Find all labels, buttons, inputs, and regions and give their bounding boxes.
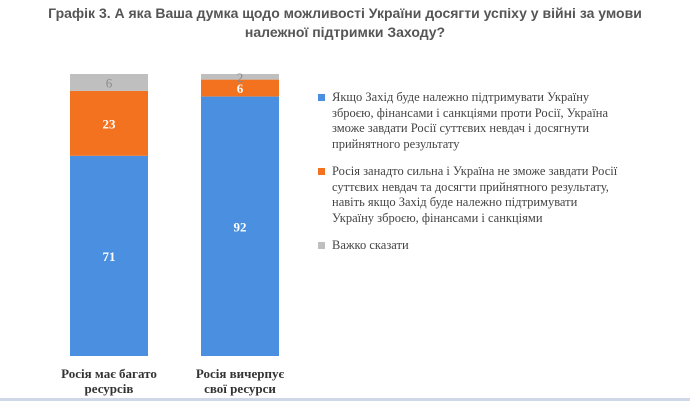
footer-divider bbox=[0, 398, 690, 401]
data-label-hard-to-say-2: 2 bbox=[237, 70, 244, 85]
data-label-win-with-support-2: 92 bbox=[234, 219, 247, 234]
chart-title: Графік 3. А яка Ваша думка щодо можливос… bbox=[0, 4, 690, 42]
legend-swatch-win-with-support bbox=[318, 94, 325, 101]
category-label-2-line-1: Росія вичерпує bbox=[196, 366, 285, 381]
category-label-1-line-2: ресурсів bbox=[85, 381, 134, 396]
bar-segment-russia-too-strong-1 bbox=[70, 90, 148, 156]
legend-swatch-hard-to-say bbox=[318, 242, 325, 249]
chart-title-line-2: належної підтримки Заходу? bbox=[244, 24, 446, 40]
legend-item-win-with-support: Якщо Захід буде належно підтримувати Укр… bbox=[318, 90, 618, 152]
bar-segment-hard-to-say-1 bbox=[70, 74, 148, 91]
chart-title-line-1: Графік 3. А яка Ваша думка щодо можливос… bbox=[48, 5, 642, 21]
data-label-russia-too-strong-1: 23 bbox=[103, 116, 117, 131]
legend-item-russia-too-strong: Росія занадто сильна і Україна не зможе … bbox=[318, 164, 618, 226]
category-label-2-line-2: свої ресурси bbox=[204, 381, 276, 396]
legend-swatch-russia-too-strong bbox=[318, 168, 325, 175]
category-label-1-line-1: Росія має багато bbox=[61, 366, 157, 381]
legend-item-hard-to-say: Важко сказати bbox=[318, 238, 618, 254]
bar-segment-win-with-support-1 bbox=[70, 155, 148, 356]
bar-segment-russia-too-strong-2 bbox=[201, 79, 279, 97]
data-label-russia-too-strong-2: 6 bbox=[237, 81, 244, 96]
bar-segment-win-with-support-2 bbox=[201, 96, 279, 356]
legend-label-hard-to-say: Важко сказати bbox=[332, 238, 409, 252]
bar-segment-hard-to-say-2 bbox=[201, 74, 279, 80]
data-label-win-with-support-1: 71 bbox=[103, 249, 116, 264]
legend-label-win-with-support: Якщо Захід буде належно підтримувати Укр… bbox=[332, 90, 609, 151]
legend: Якщо Захід буде належно підтримувати Укр… bbox=[318, 90, 618, 266]
legend-label-russia-too-strong: Росія занадто сильна і Україна не зможе … bbox=[332, 164, 618, 225]
data-label-hard-to-say-1: 6 bbox=[106, 76, 113, 91]
